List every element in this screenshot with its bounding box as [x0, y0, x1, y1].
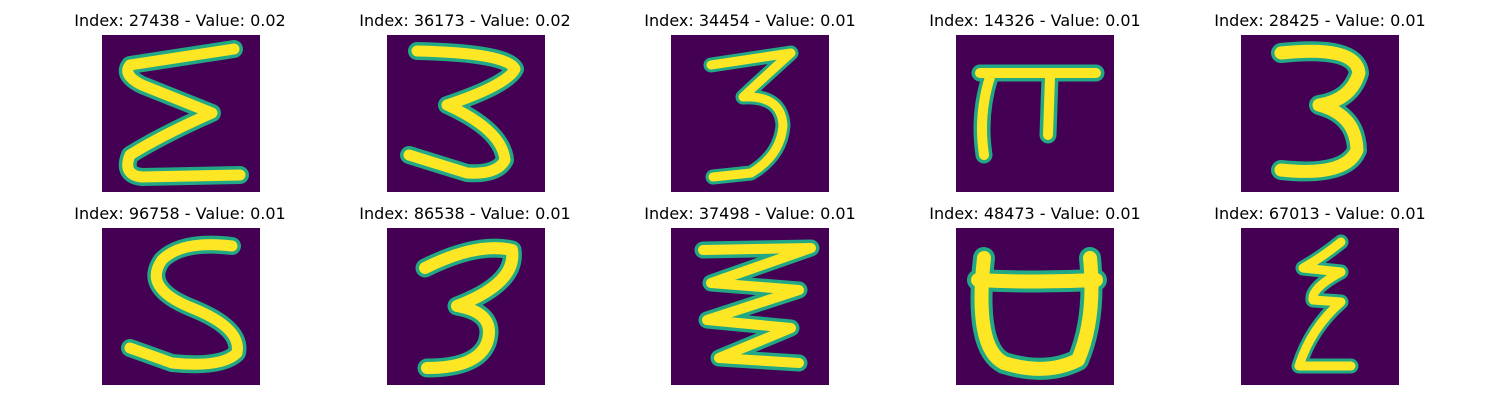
digit-image-3 — [671, 35, 829, 192]
glyph-zigzag-icon — [671, 228, 829, 385]
tile-title-7: Index: 86538 - Value: 0.01 — [359, 204, 571, 223]
digit-image-4 — [956, 35, 1114, 192]
digit-image-7 — [387, 228, 545, 385]
digit-image-9 — [956, 228, 1114, 385]
digit-image-1 — [102, 35, 260, 192]
tile-title-9: Index: 48473 - Value: 0.01 — [929, 204, 1141, 223]
glyph-pi-icon — [956, 35, 1114, 192]
glyph-sigma-icon — [102, 35, 260, 192]
glyph-three-round-icon — [387, 228, 545, 385]
tile-title-10: Index: 67013 - Value: 0.01 — [1214, 204, 1426, 223]
digit-image-6 — [102, 228, 260, 385]
tile-title-6: Index: 96758 - Value: 0.01 — [74, 204, 286, 223]
tile-title-4: Index: 14326 - Value: 0.01 — [929, 11, 1141, 30]
digit-image-5 — [1241, 35, 1399, 192]
glyph-three-narrow-icon — [671, 35, 829, 192]
glyph-three-wide-icon — [387, 35, 545, 192]
tile-title-8: Index: 37498 - Value: 0.01 — [644, 204, 856, 223]
tile-title-3: Index: 34454 - Value: 0.01 — [644, 11, 856, 30]
glyph-s-shape-icon — [102, 228, 260, 385]
glyph-cup-icon — [956, 228, 1114, 385]
tile-title-5: Index: 28425 - Value: 0.01 — [1214, 11, 1426, 30]
glyph-three-bold-icon — [1241, 35, 1399, 192]
digit-image-2 — [387, 35, 545, 192]
tile-title-2: Index: 36173 - Value: 0.02 — [359, 11, 571, 30]
digit-image-8 — [671, 228, 829, 385]
tile-title-1: Index: 27438 - Value: 0.02 — [74, 11, 286, 30]
digit-image-10 — [1241, 228, 1399, 385]
glyph-z-shape-icon — [1241, 228, 1399, 385]
